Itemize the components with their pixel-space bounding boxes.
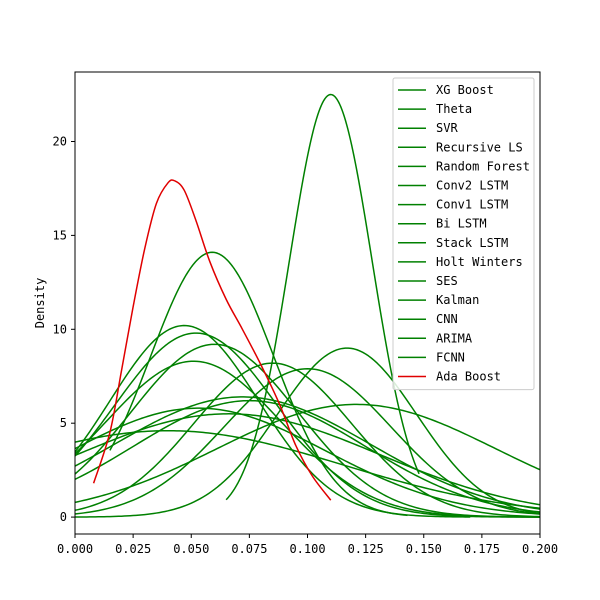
series-line-conv2-lstm: [75, 360, 540, 518]
legend-label: Theta: [436, 102, 472, 116]
series-line-ada-boost: [92, 179, 332, 501]
x-tick-label: 0.150: [406, 542, 442, 556]
legend-label: FCNN: [436, 350, 465, 364]
x-tick-label: 0.000: [57, 542, 93, 556]
series-line-cnn: [75, 413, 540, 506]
x-tick-label: 0.200: [522, 542, 558, 556]
legend-label: Bi LSTM: [436, 217, 487, 231]
x-tick-label: 0.100: [289, 542, 325, 556]
series-line-arima: [75, 429, 540, 509]
legend-label: Kalman: [436, 293, 479, 307]
series-line-bi-lstm: [75, 362, 540, 518]
legend-label: Conv1 LSTM: [436, 198, 508, 212]
series-line-conv1-lstm: [75, 347, 540, 518]
y-axis-label: Density: [33, 278, 47, 329]
y-tick-label: 10: [53, 322, 67, 336]
legend-label: ARIMA: [436, 331, 473, 345]
legend-label: Ada Boost: [436, 370, 501, 384]
y-tick-label: 0: [60, 510, 67, 524]
series-line-ses: [75, 403, 540, 504]
legend-label: Recursive LS: [436, 140, 523, 154]
legend-label: Conv2 LSTM: [436, 179, 508, 193]
series-line-fcnn: [75, 399, 540, 513]
series-line-kalman: [75, 407, 540, 515]
legend-box: [392, 77, 535, 391]
y-tick-label: 20: [53, 134, 67, 148]
legend-label: Random Forest: [436, 159, 530, 173]
x-tick-label: 0.175: [464, 542, 500, 556]
series-line-xg-boost: [225, 93, 420, 501]
legend-label: CNN: [436, 312, 458, 326]
x-tick-label: 0.025: [115, 542, 151, 556]
legend-label: XG Boost: [436, 83, 494, 97]
y-tick-label: 5: [60, 416, 67, 430]
y-axis-ticks: 0 5 10 15 20: [53, 134, 75, 524]
series-line-theta: [109, 251, 408, 517]
legend-label: SVR: [436, 121, 458, 135]
x-tick-label: 0.050: [173, 542, 209, 556]
legend-label: SES: [436, 274, 458, 288]
x-tick-label: 0.125: [348, 542, 384, 556]
x-axis-ticks: 0.000 0.025 0.050 0.075 0.100 0.125 0.150 0.175…: [57, 534, 558, 556]
y-tick-label: 15: [53, 228, 67, 242]
legend-label: Holt Winters: [436, 255, 523, 269]
x-tick-label: 0.075: [231, 542, 267, 556]
legend: XG Boost Theta SVR Recursive LS Random Fores…: [392, 77, 535, 391]
curves-layer: [75, 93, 540, 518]
legend-label: Stack LSTM: [436, 236, 508, 250]
